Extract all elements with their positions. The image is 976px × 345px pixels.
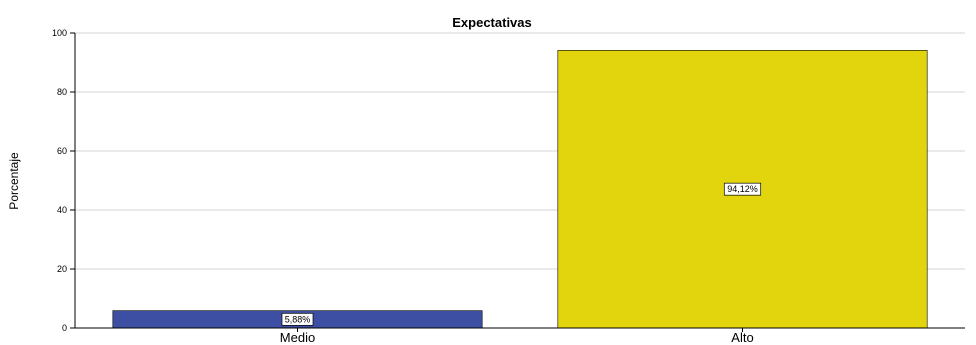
data-label-box	[281, 312, 314, 326]
axes	[74, 33, 965, 329]
category-labels: Medio Alto	[280, 328, 754, 345]
y-tick-label: 100	[52, 28, 67, 38]
y-tick-label: 40	[57, 205, 67, 215]
data-label: 5,88%	[285, 314, 311, 324]
data-label: 94,12%	[727, 184, 758, 194]
y-tick-label: 60	[57, 146, 67, 156]
y-tick-labels: 0 20 40 60 80 100	[52, 28, 75, 333]
data-labels: 5,88% 94,12%	[281, 182, 762, 326]
category-label: Medio	[280, 330, 315, 345]
y-tick-label: 0	[62, 323, 67, 333]
data-label-box	[723, 182, 762, 196]
category-label: Alto	[731, 330, 753, 345]
chart-title: Expectativas	[452, 15, 532, 30]
y-axis-label: Porcentaje	[7, 152, 21, 210]
y-tick-label: 20	[57, 264, 67, 274]
y-tick-label: 80	[57, 87, 67, 97]
